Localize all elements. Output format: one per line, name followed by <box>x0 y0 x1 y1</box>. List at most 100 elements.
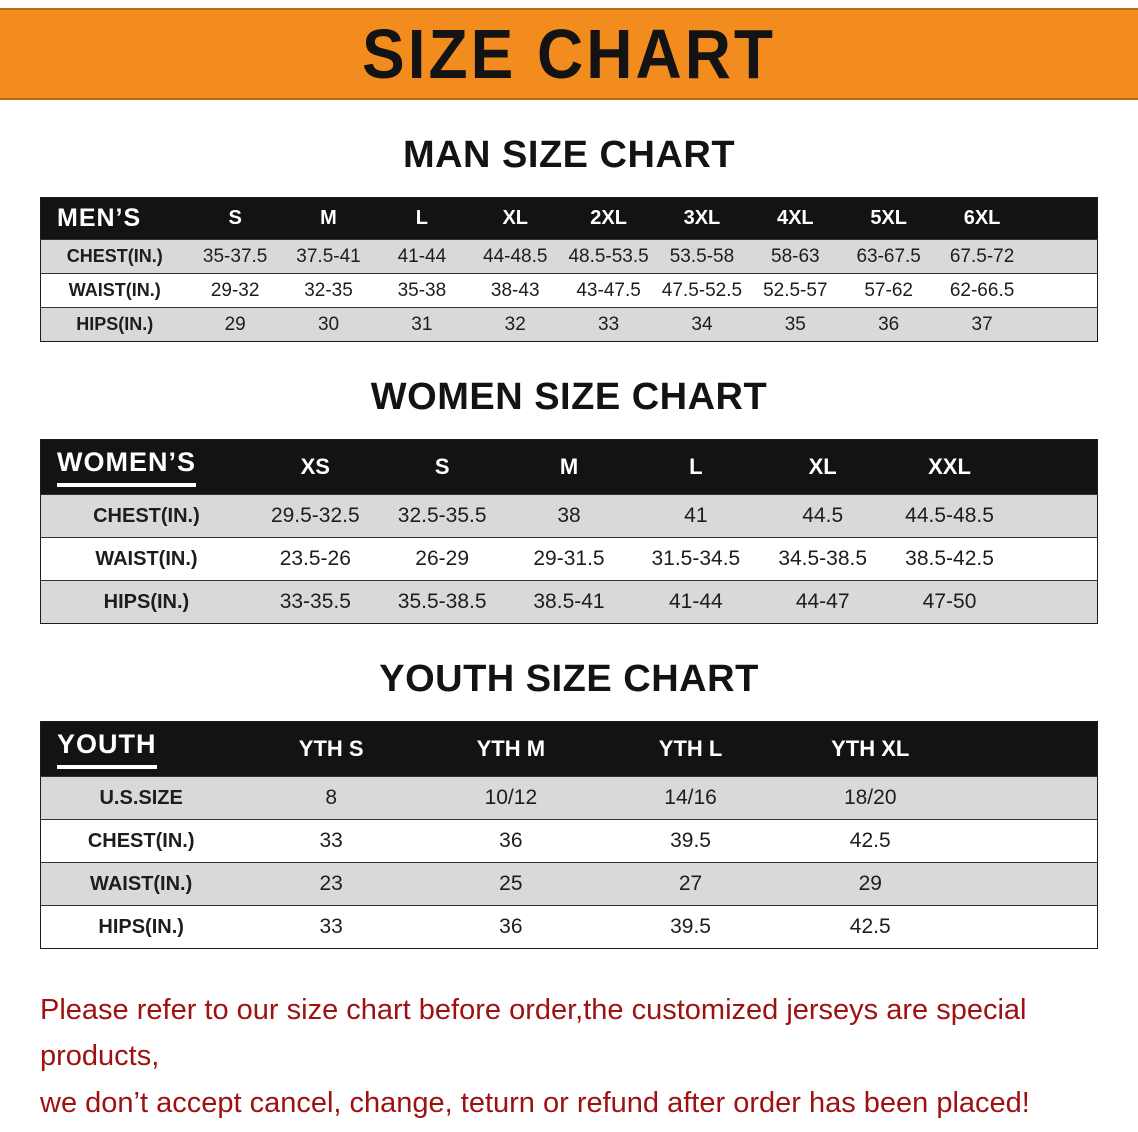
size-column-header: YTH XL <box>780 721 961 777</box>
table-spacer <box>1012 537 1098 581</box>
size-cell: 62-66.5 <box>935 273 1029 308</box>
youth-section-title: YOUTH SIZE CHART <box>379 658 759 700</box>
table-header-row: MEN’S S M L XL 2XL 3XL 4XL 5XL 6XL <box>40 197 1098 240</box>
size-cell: 26-29 <box>378 537 506 581</box>
size-table: WOMEN’S XS S M L XL XXL CHEST(IN.) 29.5-32.5 32.5… <box>40 439 1098 624</box>
size-cell: 38-43 <box>468 273 562 308</box>
size-cell: 41-44 <box>375 239 469 274</box>
size-cell: 37 <box>935 307 1029 342</box>
table-row: CHEST(IN.) 33 36 39.5 42.5 <box>40 819 1098 863</box>
size-cell: 52.5-57 <box>748 273 842 308</box>
footer-line-1: Please refer to our size chart before or… <box>40 994 1027 1073</box>
table-corner-label: WOMEN’S <box>40 439 252 495</box>
row-label: CHEST(IN.) <box>40 819 242 863</box>
table-spacer <box>1028 273 1098 308</box>
size-cell: 67.5-72 <box>935 239 1029 274</box>
size-column-header: XS <box>251 439 379 495</box>
size-column-header: XXL <box>886 439 1013 495</box>
page-title: SIZE CHART <box>362 15 776 93</box>
size-column-header: YTH S <box>241 721 422 777</box>
size-cell: 42.5 <box>780 905 961 949</box>
table-spacer <box>960 905 1098 949</box>
table-row: HIPS(IN.) 33 36 39.5 42.5 <box>40 905 1098 949</box>
size-cell: 31 <box>375 307 469 342</box>
women-section-title: WOMEN SIZE CHART <box>370 376 768 418</box>
row-label: CHEST(IN.) <box>40 494 252 538</box>
size-column-header: YTH M <box>421 721 601 777</box>
youth-size-chart-section: YOUTH SIZE CHART YOUTH YTH S YTH M YTH L YTH… <box>0 658 1138 949</box>
size-cell: 34 <box>655 307 749 342</box>
table-spacer <box>960 819 1098 863</box>
size-cell: 35-37.5 <box>188 239 282 274</box>
table-row: HIPS(IN.) 29 30 31 32 33 34 35 36 37 <box>40 307 1098 342</box>
row-label: HIPS(IN.) <box>40 905 242 949</box>
size-column-header: 5XL <box>841 197 936 240</box>
table-corner-label: YOUTH <box>40 721 242 777</box>
size-cell: 34.5-38.5 <box>759 537 887 581</box>
size-cell: 14/16 <box>600 776 781 820</box>
size-cell: 47-50 <box>886 580 1013 624</box>
size-cell: 41 <box>632 494 760 538</box>
size-cell: 44-47 <box>759 580 887 624</box>
table-spacer <box>960 776 1098 820</box>
size-column-header: YTH L <box>600 721 781 777</box>
men-section-title: MAN SIZE CHART <box>402 134 736 176</box>
size-cell: 48.5-53.5 <box>561 239 656 274</box>
size-cell: 63-67.5 <box>841 239 936 274</box>
row-label: HIPS(IN.) <box>40 580 252 624</box>
size-column-header: S <box>188 197 282 240</box>
banner: SIZE CHART <box>0 8 1138 100</box>
size-cell: 33 <box>241 905 422 949</box>
size-cell: 32-35 <box>281 273 376 308</box>
size-cell: 38.5-41 <box>505 580 633 624</box>
size-cell: 47.5-52.5 <box>655 273 749 308</box>
size-column-header: XL <box>468 197 562 240</box>
size-cell: 53.5-58 <box>655 239 749 274</box>
table-spacer <box>1028 197 1098 240</box>
size-cell: 44.5-48.5 <box>886 494 1013 538</box>
size-cell: 10/12 <box>421 776 601 820</box>
size-cell: 33 <box>561 307 656 342</box>
table-spacer <box>960 862 1098 906</box>
size-table: MEN’S S M L XL 2XL 3XL 4XL 5XL 6XL CHEST(IN.) 35-37… <box>40 197 1098 342</box>
size-cell: 29-31.5 <box>505 537 633 581</box>
size-column-header: 6XL <box>935 197 1029 240</box>
size-column-header: M <box>281 197 376 240</box>
size-cell: 32.5-35.5 <box>378 494 506 538</box>
size-cell: 29.5-32.5 <box>251 494 379 538</box>
size-cell: 43-47.5 <box>561 273 656 308</box>
size-cell: 31.5-34.5 <box>632 537 760 581</box>
row-label: WAIST(IN.) <box>40 537 252 581</box>
size-cell: 44.5 <box>759 494 887 538</box>
size-table: YOUTH YTH S YTH M YTH L YTH XL U.S.SIZE 8 10/12… <box>40 721 1098 949</box>
table-spacer <box>960 721 1098 777</box>
size-cell: 58-63 <box>748 239 842 274</box>
table-header-row: WOMEN’S XS S M L XL XXL <box>40 439 1098 495</box>
footer-line-2: we don’t accept cancel, change, teturn o… <box>40 1086 1030 1119</box>
size-cell: 57-62 <box>841 273 936 308</box>
size-cell: 30 <box>281 307 376 342</box>
table-row: CHEST(IN.) 35-37.5 37.5-41 41-44 44-48.5 48.5… <box>40 239 1098 274</box>
women-size-chart-section: WOMEN SIZE CHART WOMEN’S XS S M L XL XXL CHEST(… <box>0 376 1138 624</box>
table-row: WAIST(IN.) 29-32 32-35 35-38 38-43 43-47.5 47.… <box>40 273 1098 308</box>
size-cell: 23.5-26 <box>251 537 379 581</box>
men-size-table-wrap: MEN’S S M L XL 2XL 3XL 4XL 5XL 6XL CHEST(IN.) 35-37… <box>40 197 1098 342</box>
table-row: WAIST(IN.) 23 25 27 29 <box>40 862 1098 906</box>
table-spacer <box>1012 439 1098 495</box>
row-label: CHEST(IN.) <box>40 239 189 274</box>
size-column-header: L <box>375 197 469 240</box>
youth-size-table-wrap: YOUTH YTH S YTH M YTH L YTH XL U.S.SIZE 8 10/12… <box>40 721 1098 949</box>
size-cell: 38.5-42.5 <box>886 537 1013 581</box>
size-cell: 35-38 <box>375 273 469 308</box>
table-row: U.S.SIZE 8 10/12 14/16 18/20 <box>40 776 1098 820</box>
size-cell: 37.5-41 <box>281 239 376 274</box>
size-column-header: 4XL <box>748 197 842 240</box>
size-cell: 35 <box>748 307 842 342</box>
size-column-header: 2XL <box>561 197 656 240</box>
size-cell: 41-44 <box>632 580 760 624</box>
size-cell: 36 <box>421 819 601 863</box>
size-cell: 23 <box>241 862 422 906</box>
size-cell: 25 <box>421 862 601 906</box>
table-spacer <box>1028 239 1098 274</box>
